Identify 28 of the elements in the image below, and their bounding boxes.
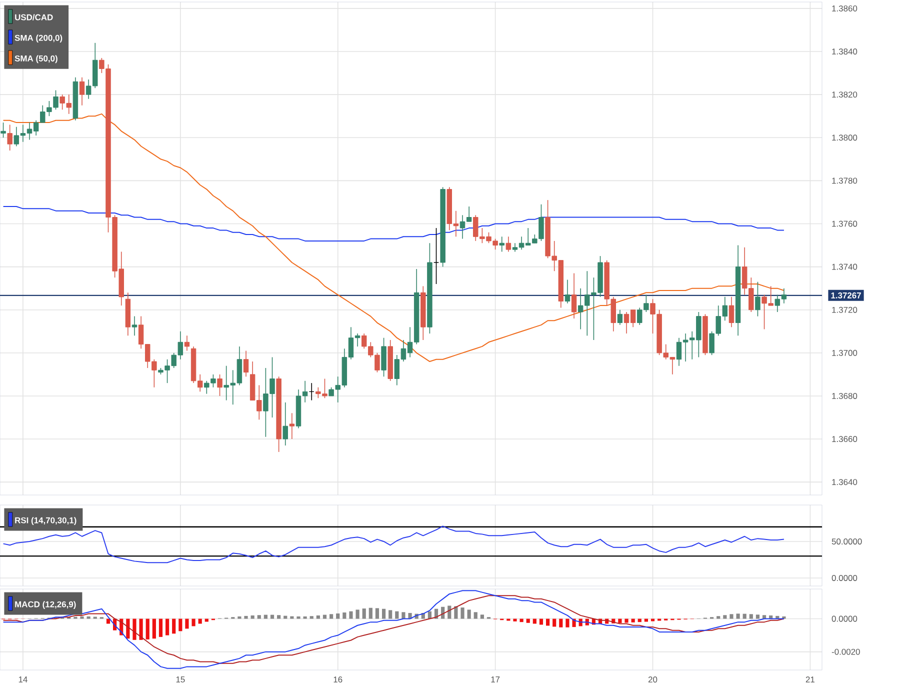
y-tick-label: 50.0000	[832, 538, 862, 544]
y-tick-label: 1.3700	[832, 350, 858, 356]
legend-label: SMA (200,0)	[14, 34, 62, 43]
y-tick-label: 1.3860	[832, 5, 858, 12]
y-tick-label: 1.3680	[832, 392, 858, 399]
y-tick-label: 1.3780	[832, 178, 858, 184]
x-tick-label: 20	[648, 676, 658, 683]
x-tick-label: 17	[491, 676, 500, 682]
y-tick-label: 1.3640	[832, 479, 858, 486]
x-tick-label: 16	[334, 676, 342, 683]
y-tick-label: 1.3660	[832, 436, 858, 442]
legend-label: SMA (50,0)	[14, 55, 58, 64]
y-tick-label: 1.3760	[832, 220, 858, 227]
legend-label: RSI (14,70,30,1)	[15, 517, 76, 525]
x-tick-label: 14	[18, 676, 28, 682]
y-tick-label: 1.3840	[832, 48, 858, 54]
x-tick-label: 21	[806, 676, 814, 682]
x-tick-label: 15	[176, 676, 185, 682]
y-tick-label: 1.3720	[832, 306, 858, 313]
y-tick-label: 1.3740	[832, 264, 858, 270]
ref-line-label: 1.37267	[831, 292, 861, 298]
y-tick-label: 0.0000	[832, 616, 858, 622]
y-tick-label: 1.3800	[832, 134, 858, 141]
legend-label: USD/CAD	[15, 14, 53, 20]
y-tick-label: 0.0000	[832, 574, 858, 581]
y-tick-label: 1.3820	[832, 92, 858, 98]
legend-label: MACD (12,26,9)	[15, 601, 76, 609]
y-tick-label: -0.0020	[832, 648, 860, 655]
